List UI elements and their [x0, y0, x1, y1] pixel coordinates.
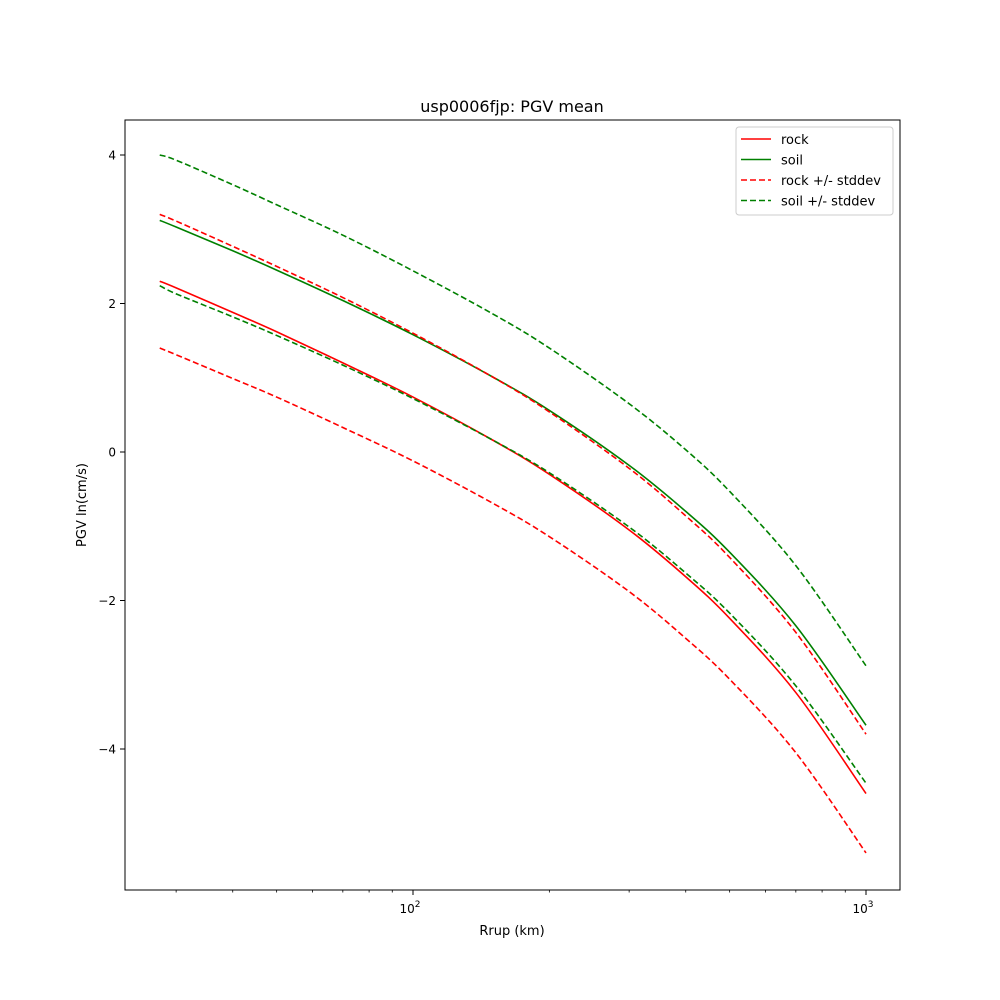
series-line-soil: [159, 219, 867, 726]
series-line-rock-stddev-lower: [159, 347, 867, 854]
y-tick-label: 0: [108, 446, 116, 460]
x-tick-exponent: 2: [415, 900, 421, 910]
legend-label-soil-stddev: soil +/- stddev: [781, 195, 876, 210]
legend-box: [735, 126, 894, 216]
x-axis-label: Rrup (km): [479, 924, 544, 939]
legend-label-rock-stddev: rock +/- stddev: [781, 174, 881, 189]
plot-lines: [159, 154, 867, 854]
legend-label-soil: soil: [781, 154, 803, 169]
series-line-rock-stddev-upper: [159, 213, 867, 735]
series-line-soil-stddev-upper: [159, 154, 867, 667]
legend-label-rock: rock: [781, 133, 809, 148]
legend: rock soil rock +/- stddev soil +/- stddev: [735, 126, 894, 216]
y-axis-label: PGV ln(cm/s): [75, 463, 90, 547]
y-tick-label: 4: [108, 149, 116, 163]
y-tick-label: 2: [108, 297, 116, 311]
y-tick-label: −4: [98, 743, 116, 757]
y-tick-label: −2: [98, 594, 116, 608]
axes-frame: [124, 119, 901, 891]
x-tick-exponent: 3: [868, 900, 874, 910]
y-axis: 4 2 0 −2 −4: [98, 149, 125, 757]
series-line-soil-stddev-lower: [159, 284, 867, 784]
x-axis: 102 103: [175, 890, 874, 916]
chart-title: usp0006fjp: PGV mean: [420, 97, 604, 116]
